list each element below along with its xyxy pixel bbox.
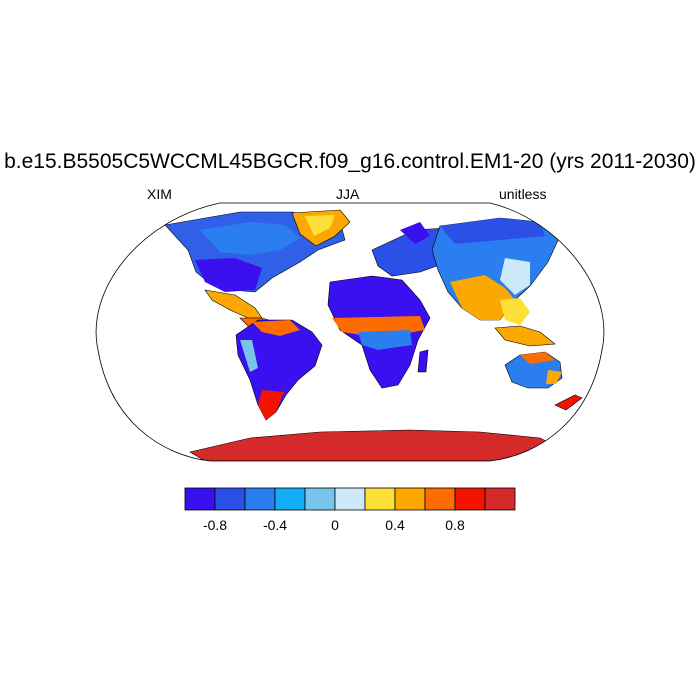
plot-title: b.e15.B5505C5WCCML45BGCR.f09_g16.control… <box>4 150 696 173</box>
colorbar-tick-label: 0.4 <box>385 517 405 533</box>
australia-north <box>520 352 555 364</box>
colorbar-box <box>184 487 216 511</box>
variable-label: XIM <box>147 186 172 202</box>
madagascar <box>417 349 429 373</box>
colorbar-tick-label: 0.8 <box>445 517 465 533</box>
colorbar-box <box>484 487 516 511</box>
colorbar-box <box>334 487 366 511</box>
siberia <box>440 218 545 244</box>
central-africa <box>358 330 412 350</box>
colorbar-tick-label: -0.4 <box>263 517 287 533</box>
colorbar-box <box>424 487 456 511</box>
china-east <box>500 258 530 295</box>
se-asia <box>500 298 530 325</box>
colorbar-box <box>394 487 426 511</box>
colorbar-box <box>364 487 396 511</box>
south-america <box>235 319 323 421</box>
colorbar-tick-label: 0 <box>331 517 339 533</box>
colorbar-box <box>244 487 276 511</box>
indonesia <box>494 325 556 347</box>
scandinavia <box>400 222 430 244</box>
new-zealand <box>554 394 583 411</box>
sa-west <box>240 340 258 372</box>
units-label: unitless <box>499 186 547 202</box>
colorbar-box <box>454 487 486 511</box>
season-label: JJA <box>336 186 360 202</box>
map-border <box>95 202 605 462</box>
colorbar-boxes <box>184 487 516 511</box>
us-interior <box>195 258 262 292</box>
canada-interior <box>200 222 300 255</box>
antarctica <box>189 429 561 461</box>
colorbar-box <box>214 487 246 511</box>
greenland-inner <box>305 215 335 236</box>
colorbar-box <box>304 487 336 511</box>
colorbar-box <box>274 487 306 511</box>
colorbar-labels: -0.8 -0.4 0 0.4 0.8 <box>203 517 465 533</box>
tibet-india <box>450 275 515 320</box>
sa-north-coast <box>252 320 300 336</box>
australia-east <box>546 370 562 384</box>
sa-south <box>258 390 284 420</box>
colorbar-tick-label: -0.8 <box>203 517 227 533</box>
